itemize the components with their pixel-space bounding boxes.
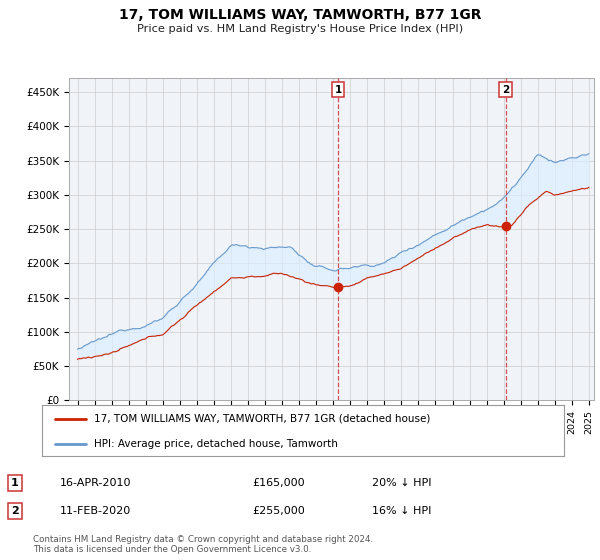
Text: 20% ↓ HPI: 20% ↓ HPI <box>372 478 431 488</box>
Text: Price paid vs. HM Land Registry's House Price Index (HPI): Price paid vs. HM Land Registry's House … <box>137 24 463 34</box>
Text: 2: 2 <box>502 85 509 95</box>
Text: 1: 1 <box>11 478 19 488</box>
Text: 16% ↓ HPI: 16% ↓ HPI <box>372 506 431 516</box>
Text: £255,000: £255,000 <box>252 506 305 516</box>
Text: Contains HM Land Registry data © Crown copyright and database right 2024.
This d: Contains HM Land Registry data © Crown c… <box>33 535 373 554</box>
Text: HPI: Average price, detached house, Tamworth: HPI: Average price, detached house, Tamw… <box>94 438 338 449</box>
Text: 17, TOM WILLIAMS WAY, TAMWORTH, B77 1GR (detached house): 17, TOM WILLIAMS WAY, TAMWORTH, B77 1GR … <box>94 414 431 424</box>
Text: 11-FEB-2020: 11-FEB-2020 <box>60 506 131 516</box>
Text: 1: 1 <box>335 85 342 95</box>
Text: 2: 2 <box>11 506 19 516</box>
Text: 17, TOM WILLIAMS WAY, TAMWORTH, B77 1GR: 17, TOM WILLIAMS WAY, TAMWORTH, B77 1GR <box>119 8 481 22</box>
Text: £165,000: £165,000 <box>252 478 305 488</box>
Text: 16-APR-2010: 16-APR-2010 <box>60 478 131 488</box>
